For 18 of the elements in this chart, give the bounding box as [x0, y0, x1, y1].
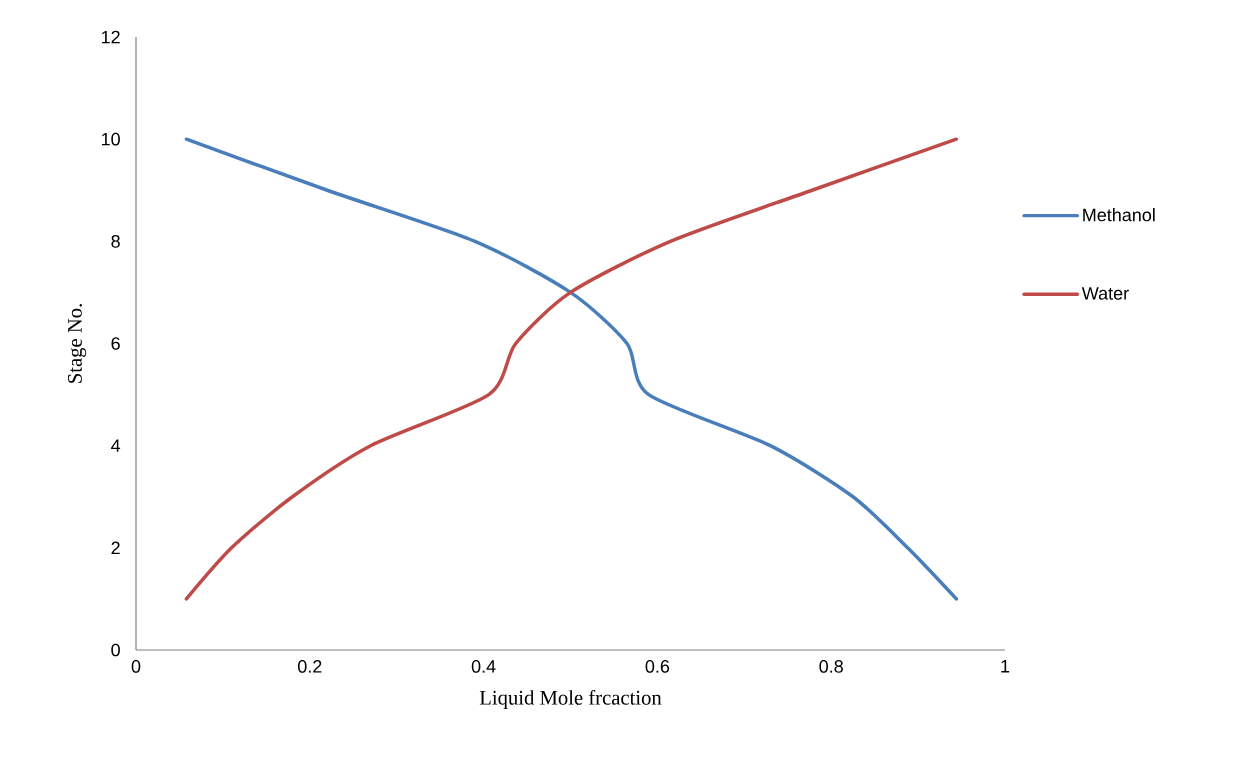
x-axis-title: Liquid Mole frcaction	[479, 689, 662, 709]
x-tick-label: 0.6	[645, 660, 670, 673]
x-tick-label: 1	[1001, 660, 1010, 673]
x-tick-label: 0.8	[819, 660, 843, 673]
y-axis-title: Stage No.	[67, 304, 87, 383]
x-tick-label: 0.2	[298, 660, 322, 673]
x-tick-label: 0	[131, 660, 141, 673]
x-tick-label: 0.4	[471, 660, 496, 673]
y-tick-label: 2	[111, 541, 120, 555]
y-tick-label: 4	[111, 439, 121, 452]
y-tick-label: 10	[101, 132, 120, 146]
y-tick-label: 6	[111, 337, 120, 350]
legend-label: Methanol	[1083, 208, 1155, 222]
legend-label: Water	[1081, 287, 1129, 300]
line-series	[184, 137, 959, 601]
y-tick-label: 8	[111, 234, 120, 248]
y-tick-label: 12	[101, 30, 120, 44]
y-tick-label: 0	[111, 643, 120, 657]
